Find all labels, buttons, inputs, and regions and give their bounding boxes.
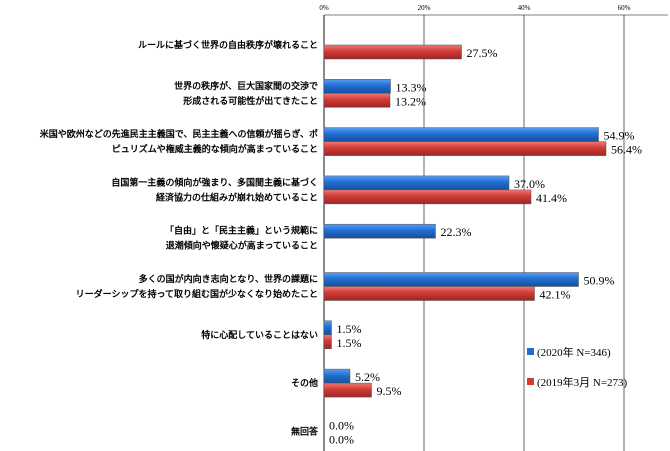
data-label: 13.3% [396,80,427,94]
bar-2020 [323,368,351,384]
data-label: 37.0% [514,177,545,191]
bar-2019 [323,141,607,156]
legend: (2020年 N=346) (2019年3月 N=273) [527,345,628,389]
data-label: 9.5% [377,384,402,398]
bar-2020 [323,223,436,239]
legend-swatch-2019 [527,378,534,385]
bar-2019 [323,93,391,108]
legend-label: (2020年 N=346) [537,345,611,359]
data-label: 22.3% [441,225,472,239]
data-label: 1.5% [337,336,362,350]
category-label: 米国や欧州などの先進民主主義国で、民主主義への信頼が揺らぎ、ポ [39,128,318,140]
x-tick-label: 20% [418,4,431,12]
bar-2020 [323,79,391,94]
data-label: 27.5% [467,46,498,60]
category-label: 「自由」と「民主主義」という規範に [165,225,318,237]
bars-layer [323,44,607,398]
bar-2019 [323,334,332,350]
category-label: 形成される可能性が出てきたこと [183,95,318,107]
bar-2019 [323,44,462,60]
bar-2020 [323,272,579,287]
data-label: 41.4% [536,191,567,205]
bar-2020 [323,175,510,191]
data-label: 0.0% [329,432,354,446]
category-label: 特に心配していることはない [201,329,318,341]
bar-2020 [323,127,599,142]
data-label: 54.9% [604,129,635,143]
data-label: 56.4% [611,143,642,157]
category-label: 経済協力の仕組みが崩れ始めていること [156,191,318,203]
data-label: 50.9% [584,274,615,288]
bar-2019 [323,286,535,301]
x-tick-label: 0% [319,4,329,12]
category-label: ルールに基づく世界の自由秩序が壊れること [138,39,318,51]
category-label: 自国第一主義の傾向が強まり、多国間主義に基づく [111,176,318,188]
x-tick-label: 40% [518,4,531,12]
category-label: リーダーシップを持って取り組む国が少なくなり始めたこと [76,288,318,300]
data-label: 1.5% [337,322,362,336]
bar-2019 [323,382,372,398]
data-label: 42.1% [540,288,571,302]
labels-layer: 13.3% 54.9% 37.0% 22.3% 50.9% 1.5% 5.2% 0.0% 27.… [39,39,642,446]
data-label: 13.2% [395,94,426,108]
x-tick-label: 60% [618,4,631,12]
legend-swatch-2020 [527,348,534,355]
bar-2020 [323,320,332,336]
bar-2019 [323,189,532,205]
category-label: 世界の秩序が、巨大国家間の交渉で [174,80,318,92]
category-label: 無回答 [291,425,319,437]
category-label: ピュリズムや権威主義的な傾向が高まっていること [112,143,318,155]
data-label: 5.2% [355,370,380,384]
category-label: 退潮傾向や懐疑心が高まっていること [166,240,318,252]
legend-label: (2019年3月 N=273) [537,375,628,389]
data-label: 0.0% [329,418,354,432]
category-label: その他 [291,377,318,389]
category-label: 多くの国が内向き志向となり、世界の課題に [139,273,318,285]
